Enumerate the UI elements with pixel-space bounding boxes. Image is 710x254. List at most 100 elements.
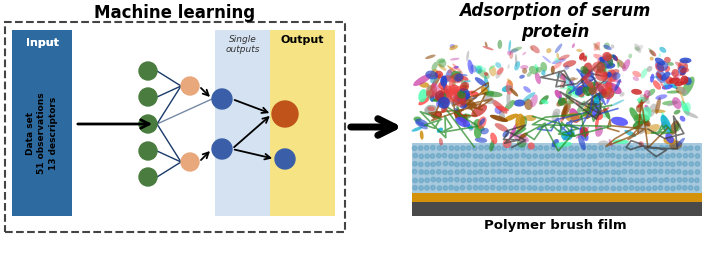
Ellipse shape — [606, 69, 617, 82]
Ellipse shape — [485, 91, 494, 97]
Ellipse shape — [542, 56, 552, 63]
Circle shape — [562, 146, 567, 150]
Circle shape — [623, 154, 628, 158]
Ellipse shape — [599, 57, 602, 61]
Ellipse shape — [606, 63, 616, 69]
Ellipse shape — [481, 87, 488, 95]
Ellipse shape — [653, 80, 661, 90]
Circle shape — [212, 139, 232, 159]
Ellipse shape — [638, 98, 649, 104]
Circle shape — [671, 169, 675, 174]
Circle shape — [611, 146, 616, 150]
Ellipse shape — [561, 103, 571, 117]
Ellipse shape — [661, 122, 669, 129]
Circle shape — [551, 177, 555, 182]
Ellipse shape — [575, 101, 580, 107]
Ellipse shape — [445, 69, 452, 82]
Ellipse shape — [509, 49, 518, 53]
Ellipse shape — [479, 118, 485, 125]
Ellipse shape — [582, 87, 591, 96]
Ellipse shape — [564, 77, 576, 89]
Ellipse shape — [524, 99, 532, 110]
Ellipse shape — [425, 55, 436, 59]
Ellipse shape — [634, 43, 641, 53]
Ellipse shape — [443, 86, 448, 91]
Ellipse shape — [495, 123, 508, 132]
Circle shape — [605, 146, 610, 151]
Ellipse shape — [662, 85, 673, 90]
Circle shape — [569, 186, 574, 190]
Ellipse shape — [667, 101, 677, 106]
Ellipse shape — [637, 97, 648, 102]
Circle shape — [562, 177, 567, 182]
Circle shape — [461, 162, 465, 166]
Ellipse shape — [430, 74, 441, 90]
Ellipse shape — [606, 85, 613, 104]
Circle shape — [449, 146, 454, 150]
Circle shape — [689, 186, 693, 190]
Circle shape — [628, 161, 633, 166]
Ellipse shape — [611, 117, 628, 126]
Circle shape — [545, 178, 550, 182]
Circle shape — [689, 178, 694, 182]
Circle shape — [479, 162, 484, 167]
Circle shape — [557, 154, 561, 158]
Circle shape — [599, 170, 604, 174]
Circle shape — [437, 178, 441, 182]
Ellipse shape — [483, 46, 493, 50]
Circle shape — [454, 162, 459, 167]
Ellipse shape — [595, 82, 601, 88]
Circle shape — [496, 146, 501, 150]
Circle shape — [557, 178, 562, 182]
Circle shape — [437, 162, 441, 166]
Ellipse shape — [664, 57, 671, 63]
Ellipse shape — [469, 122, 476, 131]
Circle shape — [503, 162, 508, 166]
Ellipse shape — [640, 68, 648, 78]
Circle shape — [677, 161, 682, 166]
Ellipse shape — [528, 142, 535, 150]
Ellipse shape — [431, 111, 442, 119]
Ellipse shape — [643, 94, 648, 100]
Circle shape — [611, 186, 616, 190]
Ellipse shape — [589, 85, 596, 95]
Ellipse shape — [472, 96, 477, 100]
Ellipse shape — [522, 68, 528, 74]
Circle shape — [665, 154, 670, 158]
Ellipse shape — [511, 127, 526, 136]
Ellipse shape — [541, 100, 548, 104]
Ellipse shape — [633, 114, 650, 124]
Text: Polymer brush film: Polymer brush film — [484, 219, 626, 232]
Ellipse shape — [684, 102, 691, 113]
Ellipse shape — [682, 76, 694, 96]
Ellipse shape — [633, 76, 639, 81]
Ellipse shape — [567, 130, 575, 136]
Ellipse shape — [551, 66, 555, 74]
Ellipse shape — [488, 65, 495, 70]
Ellipse shape — [660, 115, 672, 133]
Circle shape — [533, 178, 537, 182]
Circle shape — [527, 146, 531, 150]
Ellipse shape — [579, 128, 589, 141]
Circle shape — [563, 162, 567, 166]
Ellipse shape — [455, 117, 470, 127]
Circle shape — [479, 169, 483, 174]
Bar — [12, 30, 72, 216]
Circle shape — [527, 154, 531, 158]
Ellipse shape — [466, 124, 473, 130]
Ellipse shape — [437, 97, 450, 109]
Ellipse shape — [426, 90, 435, 98]
Ellipse shape — [655, 63, 665, 72]
Ellipse shape — [562, 101, 567, 120]
Ellipse shape — [596, 109, 606, 118]
Ellipse shape — [457, 91, 466, 99]
Circle shape — [652, 169, 657, 174]
Circle shape — [635, 146, 640, 151]
Ellipse shape — [447, 67, 457, 74]
Ellipse shape — [616, 59, 626, 69]
Ellipse shape — [606, 82, 613, 88]
Ellipse shape — [478, 69, 490, 79]
Ellipse shape — [597, 65, 604, 71]
Circle shape — [466, 153, 471, 158]
Ellipse shape — [559, 87, 574, 89]
